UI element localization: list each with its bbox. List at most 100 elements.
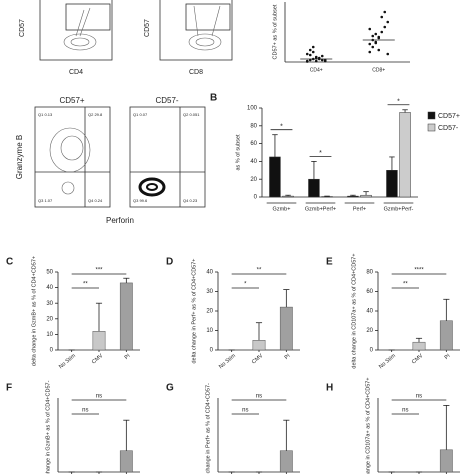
- flow-plot: CD4 CD57: [19, 0, 113, 76]
- plot-frame: [34, 106, 111, 208]
- y-tick-label: 30: [206, 289, 213, 295]
- quadrant-label: Q2 29.8: [88, 112, 103, 117]
- contour: [188, 33, 222, 51]
- contour: [61, 181, 75, 195]
- y-tick-label: 40: [206, 270, 213, 276]
- y-tick-label: 40: [250, 159, 257, 165]
- bar: [347, 195, 359, 198]
- point: [386, 52, 390, 56]
- plot-frame: [159, 0, 233, 61]
- x-tick-label: Gzmb+: [273, 206, 291, 212]
- y-tick-label: 20: [46, 316, 53, 322]
- y-label: delta change in GzmB+ as % of CD4+CD57-: [45, 380, 51, 474]
- legend-swatch: [427, 111, 436, 120]
- quadrant-label: Q2 0.051: [183, 112, 200, 117]
- point: [314, 59, 318, 63]
- significance-label: **: [257, 268, 262, 274]
- gate: [185, 3, 231, 31]
- panel-label: G: [166, 383, 174, 394]
- y-tick-label: 20: [366, 328, 373, 334]
- point: [383, 25, 387, 29]
- contour: [63, 33, 97, 51]
- contour: [193, 5, 221, 37]
- x-tick-label: Gzmb+Perf+: [305, 206, 336, 212]
- x-tick-label: CD4+: [310, 67, 323, 73]
- y-tick-label: 50: [46, 270, 53, 276]
- panel-label: C: [6, 257, 13, 268]
- point: [374, 32, 378, 36]
- quadrant-label: Q3 1.07: [38, 198, 53, 203]
- x-tick-label: CMV: [411, 353, 424, 366]
- x-tick-label: Perf+: [353, 206, 366, 212]
- significance-label: ns: [402, 408, 408, 414]
- bar: [279, 306, 293, 351]
- bar: [308, 178, 320, 198]
- significance-label: *: [319, 150, 322, 157]
- point: [308, 48, 312, 52]
- point: [380, 15, 384, 19]
- x-tick-label: CMV: [91, 353, 104, 366]
- plot-frame: [129, 106, 206, 208]
- point: [308, 53, 312, 57]
- y-label: delta change in CD107a+ as % of CD4+CD57…: [365, 377, 371, 474]
- point: [374, 41, 378, 45]
- quadrant-label: Q4 0.24: [88, 198, 103, 203]
- plot-title: CD57-: [155, 96, 178, 105]
- y-tick-label: 0: [370, 348, 374, 354]
- x-tick-label: No Stim: [58, 353, 77, 370]
- point: [377, 36, 381, 40]
- significance-label: ***: [95, 268, 103, 274]
- y-tick-label: 40: [46, 285, 53, 291]
- point: [320, 54, 324, 58]
- significance-label: *: [244, 282, 247, 288]
- bar: [92, 331, 106, 351]
- significance-label: ****: [414, 268, 424, 274]
- point: [377, 48, 381, 52]
- contour: [195, 37, 215, 47]
- point: [368, 42, 372, 46]
- panel-label: F: [6, 383, 12, 394]
- bar: [399, 112, 411, 198]
- panel-label: E: [326, 257, 333, 268]
- x-tick-label: Gzmb+Perf-: [384, 206, 414, 212]
- legend-swatch: [427, 123, 436, 132]
- point: [311, 50, 315, 54]
- panel-label: B: [210, 93, 217, 104]
- significance-label: *: [280, 124, 283, 131]
- flow-plot: CD57- Q1 0.07 Q2 0.051 Q3 99.6 Q4 0.23: [129, 96, 206, 208]
- quadrant-label: Q1 0.13: [38, 112, 53, 117]
- bar: [386, 170, 398, 198]
- y-tick-label: 20: [250, 177, 257, 183]
- contour: [70, 37, 90, 47]
- y-tick-label: 60: [366, 289, 373, 295]
- significance-label: ns: [416, 394, 422, 400]
- quadrant-lines: [130, 107, 205, 207]
- bar: [412, 341, 426, 351]
- x-tick-label: CMV: [251, 353, 264, 366]
- y-label: delta change in Perf+ as % of CD4+CD57-: [205, 383, 211, 474]
- y-tick-label: 0: [50, 348, 54, 354]
- y-tick-label: 0: [254, 195, 258, 201]
- contour: [49, 127, 91, 173]
- panel-label: H: [326, 383, 333, 394]
- point: [371, 45, 375, 49]
- y-label: Granzyme B: [15, 135, 24, 179]
- y-tick-label: 40: [366, 309, 373, 315]
- significance-label: ns: [256, 394, 262, 400]
- bar: [439, 449, 453, 473]
- y-tick-label: 100: [247, 106, 258, 112]
- y-label: delta change in GzmB+ as % of CD4+CD57+: [31, 256, 37, 366]
- contour: [146, 183, 158, 191]
- x-tick-label: PI: [284, 353, 292, 361]
- bar: [279, 450, 293, 473]
- y-label: delta change in Perf+ as % of CD4+CD57+: [191, 258, 197, 363]
- x-label: CD4: [69, 69, 83, 76]
- bar: [119, 450, 133, 473]
- y-tick-label: 20: [206, 309, 213, 315]
- bar: [252, 340, 266, 351]
- x-tick-label: CD8+: [372, 67, 385, 73]
- point: [305, 60, 309, 63]
- x-label: CD8: [189, 69, 203, 76]
